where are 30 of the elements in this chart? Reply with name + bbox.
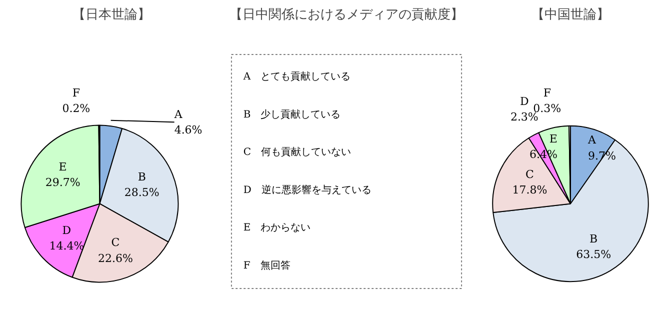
data-label: 22.6% [98,252,133,265]
chart-title: 【日本世論】 [72,8,150,22]
data-label: 17.8% [512,184,548,197]
data-label: 28.5% [124,186,160,200]
data-label: 14.4% [49,239,84,252]
chart-title: 【中国世論】 [532,8,610,22]
slice-label: C [111,236,120,250]
text: B 少し貢献している [243,108,341,120]
slice-label: E [549,132,558,146]
text: C 何も貢献していない [243,146,352,158]
data-label: 0.2% [62,102,90,115]
data-label: 0.3% [533,102,562,115]
slice-label: D [62,224,72,237]
slice-label: B [138,170,146,184]
slice-label: F [72,86,80,100]
slice-label: E [58,160,67,174]
text: D 逆に悪影響を与えている [243,184,372,196]
slice-label: D [520,94,530,108]
text: F 無回答 [243,260,290,272]
slice-label: A [586,134,597,147]
data-label: 29.7% [45,176,80,189]
text: A とても貢献している [242,70,351,82]
slice-label: A [173,108,184,121]
text: E わからない [243,222,311,234]
data-label: 63.5% [576,248,612,261]
slice-label: B [590,232,598,246]
slice-label: F [543,86,552,100]
slice-label: C [526,168,534,181]
data-label: 4.6% [174,123,202,136]
text: 【日中関係におけるメディアの貢献度】 [230,6,464,22]
